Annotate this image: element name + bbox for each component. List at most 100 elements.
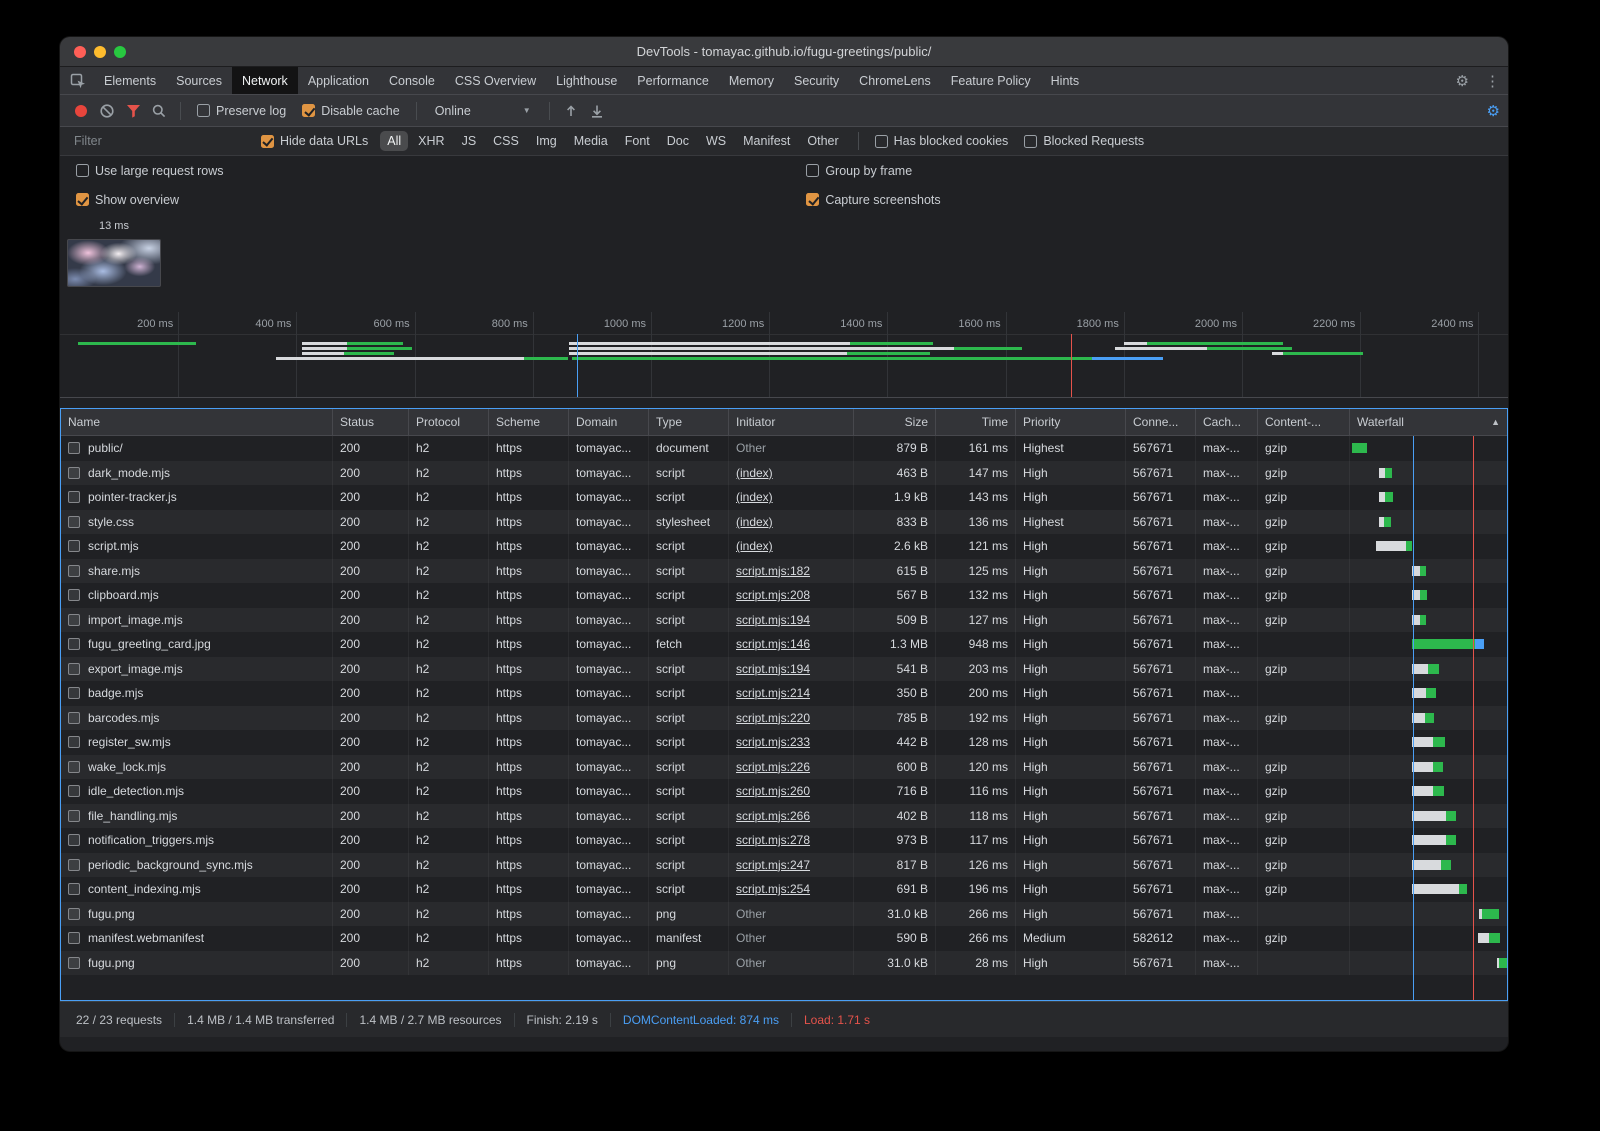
initiator-link[interactable]: script.mjs:278 <box>736 833 811 848</box>
initiator-link[interactable]: (index) <box>736 514 773 529</box>
request-row[interactable]: share.mjs 200 h2 https tomayac... script scrip… <box>61 558 1507 583</box>
zoom-window-button[interactable] <box>114 45 126 58</box>
tab-application[interactable]: Application <box>307 73 369 88</box>
blocked-requests-checkbox[interactable]: Blocked Requests <box>1024 134 1144 148</box>
tab-lighthouse[interactable]: Lighthouse <box>556 73 618 88</box>
column-header-conne[interactable]: Conne... <box>1126 409 1196 435</box>
initiator-link[interactable]: script.mjs:182 <box>736 563 811 578</box>
request-row[interactable]: wake_lock.mjs 200 h2 https tomayac... script s… <box>61 754 1507 779</box>
export-har-icon[interactable] <box>584 99 610 123</box>
column-header-waterfall[interactable]: Waterfall ▲ <box>1350 409 1507 435</box>
initiator-link[interactable]: script.mjs:226 <box>736 759 811 774</box>
network-settings-gear-icon[interactable]: ⚙ <box>1486 102 1500 120</box>
tab-network[interactable]: Network <box>231 67 298 94</box>
filter-pill-ws[interactable]: WS <box>706 134 727 148</box>
filter-pill-doc[interactable]: Doc <box>666 134 689 148</box>
show-overview-checkbox[interactable]: Show overview <box>76 193 790 207</box>
column-header-initiator[interactable]: Initiator <box>729 409 854 435</box>
tab-chromelens[interactable]: ChromeLens <box>859 73 931 88</box>
request-row[interactable]: register_sw.mjs 200 h2 https tomayac... scrip… <box>61 730 1507 755</box>
initiator-link[interactable]: (index) <box>736 465 773 480</box>
request-row[interactable]: fugu.png 200 h2 https tomayac... png Other 31.0… <box>61 901 1507 926</box>
record-network-log-icon[interactable] <box>75 104 87 117</box>
request-row[interactable]: style.css 200 h2 https tomayac... stylesheet (… <box>61 509 1507 534</box>
filter-pill-css[interactable]: CSS <box>493 134 519 148</box>
initiator-link[interactable]: script.mjs:208 <box>736 588 811 603</box>
request-row[interactable]: pointer-tracker.js 200 h2 https tomayac... sc… <box>61 485 1507 510</box>
filter-pill-js[interactable]: JS <box>461 134 477 148</box>
initiator-link[interactable]: script.mjs:194 <box>736 661 811 676</box>
initiator-link[interactable]: (index) <box>736 490 773 505</box>
tab-performance[interactable]: Performance <box>637 73 709 88</box>
column-header-status[interactable]: Status <box>333 409 409 435</box>
request-row[interactable]: badge.mjs 200 h2 https tomayac... script scrip… <box>61 681 1507 706</box>
column-header-type[interactable]: Type <box>649 409 729 435</box>
initiator-link[interactable]: script.mjs:146 <box>736 637 811 652</box>
settings-gear-icon[interactable]: ⚙ <box>1455 72 1469 90</box>
filter-pill-media[interactable]: Media <box>573 134 608 148</box>
request-row[interactable]: barcodes.mjs 200 h2 https tomayac... script sc… <box>61 705 1507 730</box>
request-row[interactable]: notification_triggers.mjs 200 h2 https tomay… <box>61 828 1507 853</box>
column-header-content[interactable]: Content-... <box>1258 409 1350 435</box>
initiator-link[interactable]: (index) <box>736 539 773 554</box>
tab-security[interactable]: Security <box>794 73 840 88</box>
request-row[interactable]: periodic_background_sync.mjs 200 h2 https to… <box>61 852 1507 877</box>
filter-pill-xhr[interactable]: XHR <box>418 134 445 148</box>
throttling-dropdown[interactable]: Online ▼ <box>435 104 531 118</box>
filter-pill-font[interactable]: Font <box>624 134 650 148</box>
filmstrip-frame[interactable]: 13 ms <box>65 220 163 298</box>
filter-pill-img[interactable]: Img <box>535 134 557 148</box>
request-row[interactable]: manifest.webmanifest 200 h2 https tomayac...… <box>61 926 1507 951</box>
column-header-cach[interactable]: Cach... <box>1196 409 1258 435</box>
hide-data-urls-checkbox[interactable]: Hide data URLs <box>261 134 368 148</box>
overview-pane[interactable]: 200 ms 400 ms 600 ms 800 ms 1000 ms 1200 ms 14… <box>60 298 1508 398</box>
disable-cache-checkbox[interactable]: Disable cache <box>302 104 400 118</box>
initiator-link[interactable]: script.mjs:254 <box>736 882 811 897</box>
tab-console[interactable]: Console <box>388 73 435 88</box>
tab-feature-policy[interactable]: Feature Policy <box>950 73 1031 88</box>
request-row[interactable]: import_image.mjs 200 h2 https tomayac... scri… <box>61 607 1507 632</box>
initiator-link[interactable]: script.mjs:266 <box>736 808 811 823</box>
request-row[interactable]: idle_detection.mjs 200 h2 https tomayac... sc… <box>61 779 1507 804</box>
column-header-scheme[interactable]: Scheme <box>489 409 569 435</box>
group-by-frame-checkbox[interactable]: Group by frame <box>806 164 1492 178</box>
filter-pill-other[interactable]: Other <box>807 134 839 148</box>
clear-network-log-icon[interactable] <box>94 99 120 123</box>
tab-css-overview[interactable]: CSS Overview <box>454 73 537 88</box>
tab-hints[interactable]: Hints <box>1050 73 1080 88</box>
use-large-request-rows-checkbox[interactable]: Use large request rows <box>76 164 790 178</box>
column-header-priority[interactable]: Priority <box>1016 409 1126 435</box>
search-icon[interactable] <box>146 99 172 123</box>
has-blocked-cookies-checkbox[interactable]: Has blocked cookies <box>874 134 1008 148</box>
column-header-domain[interactable]: Domain <box>569 409 649 435</box>
request-row[interactable]: public/200 h2 https tomayac... document Other… <box>61 436 1507 461</box>
filter-icon[interactable] <box>120 99 146 123</box>
preserve-log-checkbox[interactable]: Preserve log <box>197 104 286 118</box>
column-header-size[interactable]: Size <box>854 409 936 435</box>
request-row[interactable]: content_indexing.mjs 200 h2 https tomayac...… <box>61 877 1507 902</box>
initiator-link[interactable]: script.mjs:220 <box>736 710 811 725</box>
close-window-button[interactable] <box>74 45 86 58</box>
tab-sources[interactable]: Sources <box>176 73 222 88</box>
initiator-link[interactable]: script.mjs:260 <box>736 784 811 799</box>
initiator-link[interactable]: script.mjs:233 <box>736 735 811 750</box>
capture-screenshots-checkbox[interactable]: Capture screenshots <box>806 193 1492 207</box>
import-har-icon[interactable] <box>558 99 584 123</box>
initiator-link[interactable]: script.mjs:214 <box>736 686 811 701</box>
request-row[interactable]: export_image.mjs 200 h2 https tomayac... scri… <box>61 656 1507 681</box>
tab-elements[interactable]: Elements <box>104 73 157 88</box>
column-header-protocol[interactable]: Protocol <box>409 409 489 435</box>
kebab-menu-icon[interactable]: ⋮ <box>1485 72 1500 90</box>
column-header-time[interactable]: Time <box>936 409 1016 435</box>
filter-input[interactable] <box>68 134 253 148</box>
request-row[interactable]: script.mjs 200 h2 https tomayac... script (ind… <box>61 534 1507 559</box>
inspect-element-icon[interactable] <box>60 67 94 94</box>
request-row[interactable]: fugu.png 200 h2 https tomayac... png Other 31.0… <box>61 950 1507 975</box>
request-row[interactable]: dark_mode.mjs 200 h2 https tomayac... script (… <box>61 460 1507 485</box>
filter-pill-manifest[interactable]: Manifest <box>743 134 791 148</box>
request-row[interactable]: fugu_greeting_card.jpg 200 h2 https tomayac.… <box>61 632 1507 657</box>
initiator-link[interactable]: script.mjs:247 <box>736 857 811 872</box>
request-row[interactable]: file_handling.mjs 200 h2 https tomayac... scr… <box>61 803 1507 828</box>
initiator-link[interactable]: script.mjs:194 <box>736 612 811 627</box>
request-row[interactable]: clipboard.mjs 200 h2 https tomayac... script s… <box>61 583 1507 608</box>
